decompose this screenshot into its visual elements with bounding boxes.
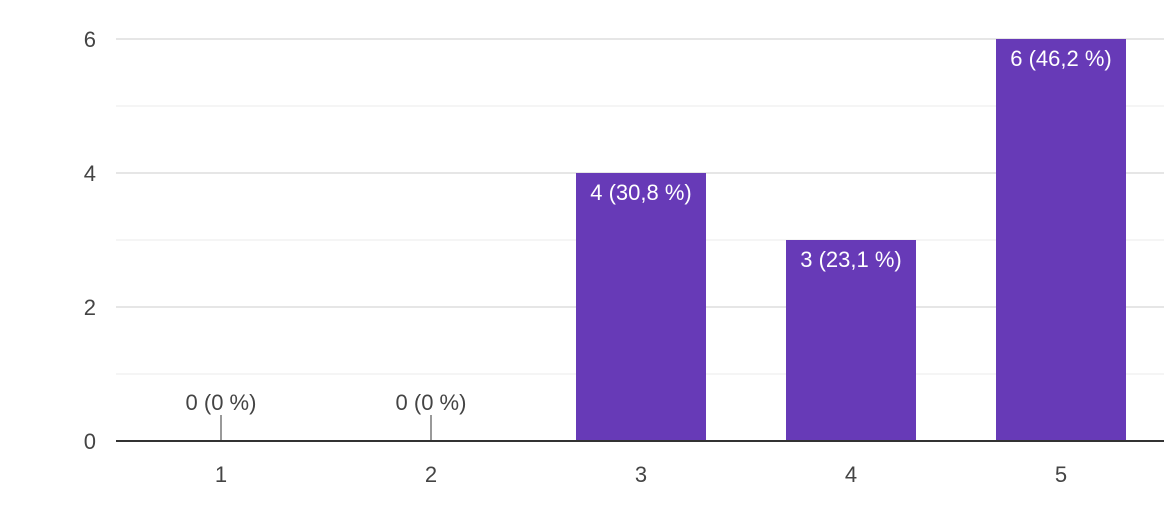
y-tick-label: 4 bbox=[84, 161, 96, 186]
bar bbox=[576, 173, 706, 441]
x-tick-label: 1 bbox=[215, 462, 227, 487]
bar-data-label: 0 (0 %) bbox=[396, 390, 467, 415]
bar-data-label: 4 (30,8 %) bbox=[590, 180, 692, 205]
bar-data-label: 3 (23,1 %) bbox=[800, 247, 902, 272]
x-tick-label: 2 bbox=[425, 462, 437, 487]
bar bbox=[996, 39, 1126, 441]
y-tick-label: 0 bbox=[84, 429, 96, 454]
labels: 0 2 4 6 0 (0 %) 1 0 (0 %) 2 4 (30,8 %) 3 3 (23,1 %… bbox=[84, 27, 1112, 487]
bars bbox=[220, 39, 1126, 441]
x-tick-label: 5 bbox=[1055, 462, 1067, 487]
bar-data-label: 6 (46,2 %) bbox=[1010, 46, 1112, 71]
x-tick-label: 3 bbox=[635, 462, 647, 487]
bar bbox=[786, 240, 916, 441]
bar-data-label: 0 (0 %) bbox=[186, 390, 257, 415]
y-tick-label: 6 bbox=[84, 27, 96, 52]
y-tick-label: 2 bbox=[84, 295, 96, 320]
x-tick-label: 4 bbox=[845, 462, 857, 487]
